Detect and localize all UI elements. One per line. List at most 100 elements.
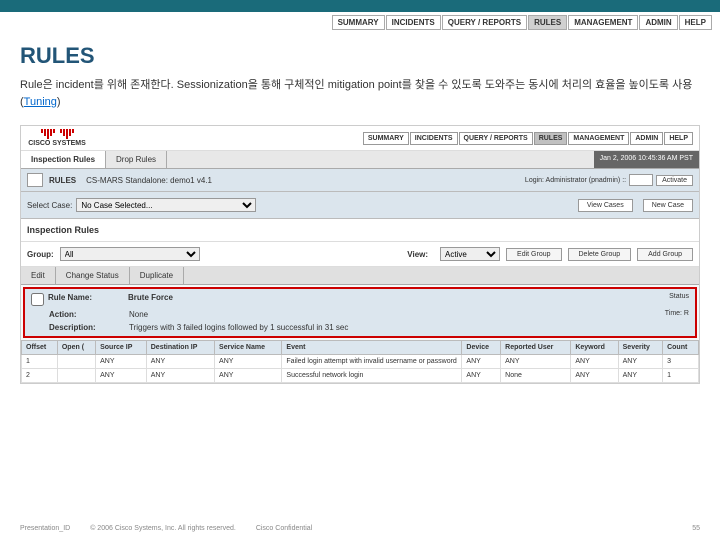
ss-nav-help[interactable]: HELP [664,132,693,145]
time-label: Time: R [665,310,689,319]
nav-help[interactable]: HELP [679,15,712,30]
breadcrumb-bar: RULES CS-MARS Standalone: demo1 v4.1 Log… [21,169,699,192]
table-cell [57,369,95,383]
th-open: Open ( [57,341,95,355]
ss-nav-admin[interactable]: ADMIN [630,132,663,145]
rules-table: Offset Open ( Source IP Destination IP S… [21,340,699,383]
view-label: View: [407,250,428,259]
ss-nav-incidents[interactable]: INCIDENTS [410,132,458,145]
slide-footer: Presentation_ID © 2006 Cisco Systems, In… [20,525,700,532]
th-service: Service Name [215,341,282,355]
action-value: None [129,310,665,319]
login-input[interactable] [629,174,653,186]
timestamp: Jan 2, 2006 10:45:36 AM PST [594,151,699,168]
ss-nav-summary[interactable]: SUMMARY [363,132,409,145]
table-cell: ANY [571,355,618,369]
tab-drop-rules[interactable]: Drop Rules [106,151,167,168]
th-keyword: Keyword [571,341,618,355]
rule-name-value: Brute Force [128,293,669,306]
login-info: Login: Administrator (pnadmin) :: [525,177,626,184]
table-cell [57,355,95,369]
view-select[interactable]: Active [440,247,500,261]
table-cell: ANY [146,369,214,383]
top-nav: SUMMARY INCIDENTS QUERY / REPORTS RULES … [0,12,720,33]
action-row: Edit Change Status Duplicate [21,267,699,285]
tabs-row: Inspection Rules Drop Rules Jan 2, 2006 … [21,151,699,169]
inspection-rules-title: Inspection Rules [21,219,699,242]
desc-post: ) [57,96,61,108]
status-label: Status [669,293,689,306]
ss-header: CISCO SYSTEMS SUMMARY INCIDENTS QUERY / … [21,126,699,151]
th-dest-ip: Destination IP [146,341,214,355]
case-select[interactable]: No Case Selected... [76,198,256,212]
table-cell: ANY [462,355,501,369]
table-cell: ANY [462,369,501,383]
th-count: Count [663,341,699,355]
table-cell: Failed login attempt with invalid userna… [282,355,462,369]
table-cell: ANY [146,355,214,369]
table-cell: ANY [215,355,282,369]
table-cell: 1 [22,355,58,369]
ss-nav-rules[interactable]: RULES [534,132,568,145]
table-cell: ANY [96,355,147,369]
rules-icon [27,173,43,187]
table-row: 2ANYANYANYSuccessful network loginANYNon… [22,369,699,383]
logo-text: CISCO SYSTEMS [28,140,86,147]
nav-admin[interactable]: ADMIN [639,15,677,30]
edit-button[interactable]: Edit [21,267,56,284]
table-cell: ANY [618,355,662,369]
page-description: Rule은 incident를 위해 존재한다. Sessionization을… [0,77,720,125]
top-accent-bar [0,0,720,12]
table-cell: Successful network login [282,369,462,383]
table-cell: None [501,369,571,383]
tuning-link[interactable]: Tuning [24,96,57,108]
nav-management[interactable]: MANAGEMENT [568,15,638,30]
confidential: Cisco Confidential [256,525,312,532]
change-status-button[interactable]: Change Status [56,267,130,284]
add-group-button[interactable]: Add Group [637,248,693,261]
ss-nav-management[interactable]: MANAGEMENT [568,132,629,145]
table-cell: ANY [96,369,147,383]
ss-nav: SUMMARY INCIDENTS QUERY / REPORTS RULES … [363,132,693,145]
nav-summary[interactable]: SUMMARY [332,15,385,30]
page-number: 55 [692,525,700,532]
duplicate-button[interactable]: Duplicate [130,267,184,284]
nav-incidents[interactable]: INCIDENTS [386,15,441,30]
embedded-screenshot: CISCO SYSTEMS SUMMARY INCIDENTS QUERY / … [20,125,700,384]
table-cell: ANY [571,369,618,383]
edit-group-button[interactable]: Edit Group [506,248,561,261]
ss-nav-query[interactable]: QUERY / REPORTS [459,132,533,145]
table-cell: 1 [663,369,699,383]
view-cases-button[interactable]: View Cases [578,199,633,212]
select-case-label: Select Case: [27,201,72,210]
table-cell: ANY [618,369,662,383]
activate-button[interactable]: Activate [656,175,693,186]
th-event: Event [282,341,462,355]
rule-name-label: Rule Name: [48,293,128,306]
rule-checkbox[interactable] [31,293,44,306]
group-row: Group: All View: Active Edit Group Delet… [21,242,699,267]
description-label: Description: [49,323,129,332]
table-row: 1ANYANYANYFailed login attempt with inva… [22,355,699,369]
cisco-logo: CISCO SYSTEMS [27,129,87,147]
delete-group-button[interactable]: Delete Group [568,248,632,261]
logo-bars-icon [41,129,74,139]
table-cell: ANY [215,369,282,383]
presentation-id: Presentation_ID [20,525,70,532]
nav-query-reports[interactable]: QUERY / REPORTS [442,15,527,30]
group-label: Group: [27,250,54,259]
th-reported-user: Reported User [501,341,571,355]
nav-rules[interactable]: RULES [528,15,567,30]
breadcrumb-path: RULES [49,176,76,185]
tab-inspection-rules[interactable]: Inspection Rules [21,151,106,168]
desc-text: Rule은 incident를 위해 존재한다. Sessionization을… [20,79,692,108]
group-select[interactable]: All [60,247,200,261]
table-header-row: Offset Open ( Source IP Destination IP S… [22,341,699,355]
new-case-button[interactable]: New Case [643,199,693,212]
th-severity: Severity [618,341,662,355]
table-cell: 3 [663,355,699,369]
description-value: Triggers with 3 failed logins followed b… [129,323,689,332]
page-title: RULES [0,33,720,77]
th-device: Device [462,341,501,355]
table-cell: ANY [501,355,571,369]
